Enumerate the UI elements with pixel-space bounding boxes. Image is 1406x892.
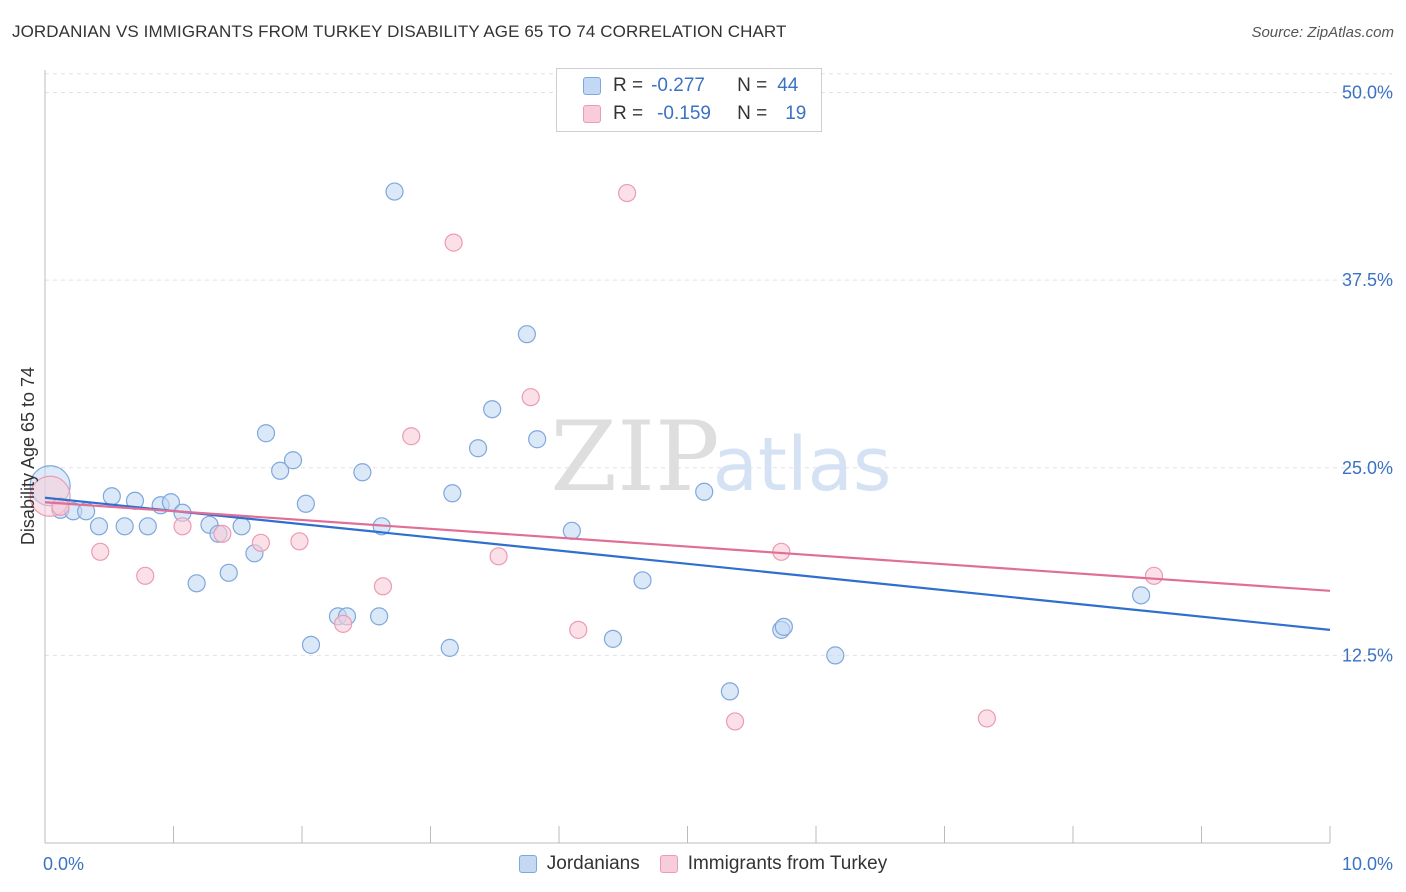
jordanian-point [89, 517, 109, 536]
legend-item-turkey[interactable]: Immigrants from Turkey [659, 853, 888, 875]
stats-legend: R = -0.277 N = 44 R = -0.159 N = 19 [556, 68, 822, 132]
chart-title: JORDANIAN VS IMMIGRANTS FROM TURKEY DISA… [12, 22, 787, 41]
turkey-point [977, 709, 997, 728]
jordanian-point [468, 439, 488, 458]
jordanian-point [517, 325, 536, 344]
legend-swatch-pink [583, 105, 601, 123]
jordanian-point [187, 574, 206, 593]
jordanian-point [528, 430, 547, 449]
jordanian-point [102, 487, 121, 506]
legend-label-turkey: Immigrants from Turkey [687, 853, 888, 874]
legend-n-label: N = [737, 75, 768, 96]
jordanian-point [695, 482, 714, 501]
axes-layer [44, 70, 1331, 844]
legend-r-label: R = [613, 75, 644, 96]
x-tick-label: 10.0% [1342, 854, 1393, 874]
legend-r-value: -0.159 [657, 103, 711, 124]
legend-n-label: N = [737, 103, 768, 124]
jordanian-point [256, 424, 276, 443]
y-tick-label: 12.5% [1342, 645, 1393, 665]
jordanian-point [232, 517, 251, 536]
turkey-point [444, 233, 463, 252]
legend-item-jordanians[interactable]: Jordanians [518, 853, 640, 875]
jordanian-point [1132, 586, 1151, 605]
jordanian-point [720, 682, 740, 701]
jordanian-point [774, 617, 793, 636]
legend-row-jordanians: R = -0.277 N = 44 [583, 75, 798, 97]
turkey-point [213, 524, 232, 543]
legend-swatch-blue [518, 855, 537, 873]
turkey-trend-line [44, 501, 1331, 592]
turkey-point [1144, 566, 1164, 585]
legend-r-value: -0.277 [651, 75, 705, 96]
legend-n-value: 19 [785, 103, 807, 124]
watermark-atlas: atlas [713, 422, 892, 508]
legend-swatch-pink [659, 855, 678, 873]
turkey-point [569, 620, 588, 639]
jordanian-point [296, 494, 315, 513]
grid-layer [45, 73, 1392, 656]
x-tick-label: 0.0% [43, 854, 84, 874]
turkey-point [521, 388, 540, 407]
jordanian-point [283, 451, 303, 470]
trend-layer [44, 496, 1331, 631]
y-tick-label: 50.0% [1342, 83, 1393, 103]
turkey-point [725, 712, 745, 731]
jordanian-point [826, 646, 845, 665]
watermark: ZIP atlas [550, 401, 891, 513]
source-label: Source: ZipAtlas.com [1251, 24, 1394, 41]
labels-layer: 12.5% 25.0% 37.5% 50.0% 0.0% 10.0% Disability … [18, 83, 1393, 874]
jordanian-point [138, 517, 157, 536]
y-tick-label: 37.5% [1342, 270, 1393, 290]
jordanian-point [603, 629, 623, 648]
jordanian-point [385, 182, 404, 201]
jordanian-point [115, 517, 134, 536]
jordanian-point [562, 521, 581, 540]
legend-row-turkey: R = -0.159 N = 19 [583, 103, 806, 125]
turkey-point [251, 533, 270, 552]
turkey-point [136, 566, 155, 585]
turkey-point [402, 427, 421, 446]
legend-r-label: R = [613, 103, 644, 124]
jordanian-point [219, 563, 238, 582]
legend-label-jordanians: Jordanians [546, 853, 640, 874]
turkey-point [290, 532, 309, 551]
jordanian-point [370, 607, 389, 626]
turkey-point [373, 577, 393, 596]
jordanian-point [353, 463, 372, 482]
turkey-point [91, 542, 110, 561]
jordanian-point [301, 635, 321, 654]
y-tick-label: 25.0% [1342, 458, 1393, 478]
jordanian-trend-line [44, 496, 1331, 631]
watermark-zip: ZIP [550, 401, 719, 513]
turkey-point [618, 183, 637, 203]
legend-n-value: 44 [777, 75, 799, 96]
points-layer [29, 182, 1164, 731]
turkey-point [489, 547, 508, 566]
y-axis-label: Disability Age 65 to 74 [18, 367, 38, 545]
turkey-point [334, 614, 353, 633]
turkey-point [173, 517, 192, 536]
legend-swatch-blue [583, 77, 601, 95]
jordanian-point [633, 571, 652, 590]
jordanian-point [271, 461, 290, 480]
jordanian-point [443, 484, 462, 503]
jordanian-point [440, 638, 459, 657]
series-legend: Jordanians Immigrants from Turkey [0, 852, 1406, 876]
jordanian-point [483, 400, 502, 419]
